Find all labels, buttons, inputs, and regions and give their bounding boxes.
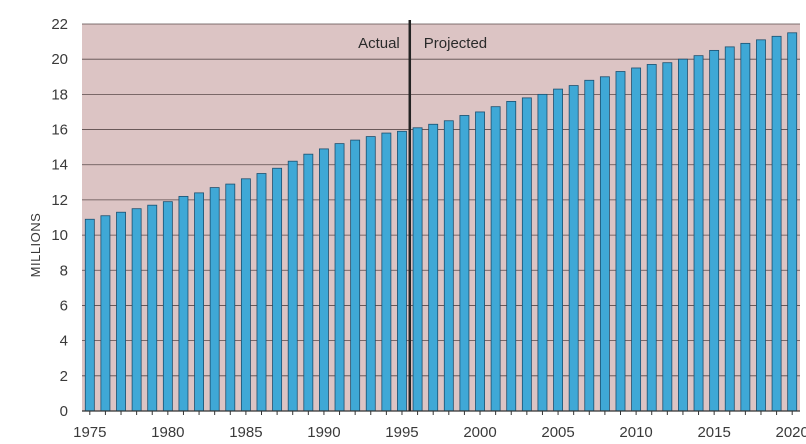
bar-2014 — [693, 55, 704, 412]
bar-1998 — [443, 120, 454, 412]
bar-1988 — [287, 160, 298, 412]
x-tick-label: 2015 — [697, 424, 730, 441]
y-tick-label: 4 — [60, 333, 68, 350]
x-tick-label: 1985 — [229, 424, 262, 441]
bar-1985 — [240, 178, 251, 412]
y-tick-label: 20 — [51, 51, 68, 68]
bar-2012 — [662, 62, 673, 412]
bar-2011 — [646, 64, 657, 412]
y-tick-label: 22 — [51, 16, 68, 33]
bar-1990 — [319, 148, 329, 412]
bar-2004 — [537, 93, 548, 412]
bar-2019 — [771, 35, 782, 412]
bar-2007 — [584, 79, 595, 412]
y-tick-label: 10 — [51, 227, 68, 244]
bar-2015 — [709, 49, 720, 412]
bar-2000 — [475, 111, 485, 412]
bar-2002 — [506, 101, 517, 412]
bar-1981 — [178, 195, 189, 412]
projected-label: Projected — [424, 35, 487, 52]
x-tick-label: 2010 — [619, 424, 652, 441]
bar-1991 — [334, 143, 345, 412]
bar-1994 — [381, 132, 392, 412]
y-tick-label: 14 — [51, 157, 68, 174]
bar-2013 — [678, 58, 688, 412]
x-tick-label: 1990 — [307, 424, 340, 441]
bar-2008 — [599, 76, 610, 412]
bar-1979 — [147, 204, 158, 412]
x-tick-label: 2020 — [776, 424, 806, 441]
bar-1978 — [131, 208, 142, 412]
y-tick-label: 18 — [51, 86, 68, 103]
bar-1997 — [428, 123, 439, 412]
bar-1976 — [100, 215, 111, 412]
bar-2003 — [521, 97, 532, 412]
bar-1980 — [162, 201, 173, 412]
y-tick-label: 6 — [60, 297, 68, 314]
y-axis: 0 2 4 6 8 10 12 14 16 18 20 22 — [51, 16, 68, 420]
x-tick-label: 2005 — [541, 424, 574, 441]
bar-2016 — [724, 46, 735, 412]
bar-1984 — [225, 183, 236, 412]
bar-1987 — [272, 167, 283, 412]
bar-1996 — [412, 127, 423, 412]
plot-area — [82, 24, 800, 411]
bar-2006 — [568, 85, 579, 412]
bar-1992 — [350, 139, 361, 412]
y-tick-label: 8 — [60, 262, 68, 279]
bar-2018 — [756, 39, 766, 412]
bar-1982 — [194, 192, 204, 412]
x-tick-label: 1995 — [385, 424, 418, 441]
x-axis: 1975 1980 1985 1990 1995 2000 2005 2010 2015 2020 — [73, 410, 806, 441]
bar-2009 — [615, 71, 626, 412]
x-tick-label: 1975 — [73, 424, 106, 441]
y-axis-title: MILLIONS — [28, 213, 43, 278]
y-tick-label: 16 — [51, 122, 68, 139]
bar-2005 — [553, 88, 563, 412]
bar-1986 — [256, 173, 267, 412]
x-tick-label: 1980 — [151, 424, 184, 441]
actual-label: Actual — [358, 35, 400, 52]
bar-1999 — [459, 115, 470, 412]
bar-2010 — [631, 67, 642, 412]
bar-1975 — [84, 218, 95, 412]
bar-1983 — [209, 187, 220, 412]
bar-1989 — [303, 153, 314, 412]
y-tick-label: 0 — [60, 403, 68, 420]
bar-1993 — [365, 136, 376, 412]
y-tick-label: 2 — [60, 368, 68, 385]
bar-1995 — [397, 130, 407, 412]
bar-2020 — [787, 32, 798, 412]
bar-2001 — [490, 106, 501, 412]
bar-1977 — [116, 211, 126, 412]
bars — [84, 32, 798, 412]
y-tick-label: 12 — [51, 192, 68, 209]
x-tick-label: 2000 — [463, 424, 496, 441]
bar-2017 — [740, 42, 751, 412]
